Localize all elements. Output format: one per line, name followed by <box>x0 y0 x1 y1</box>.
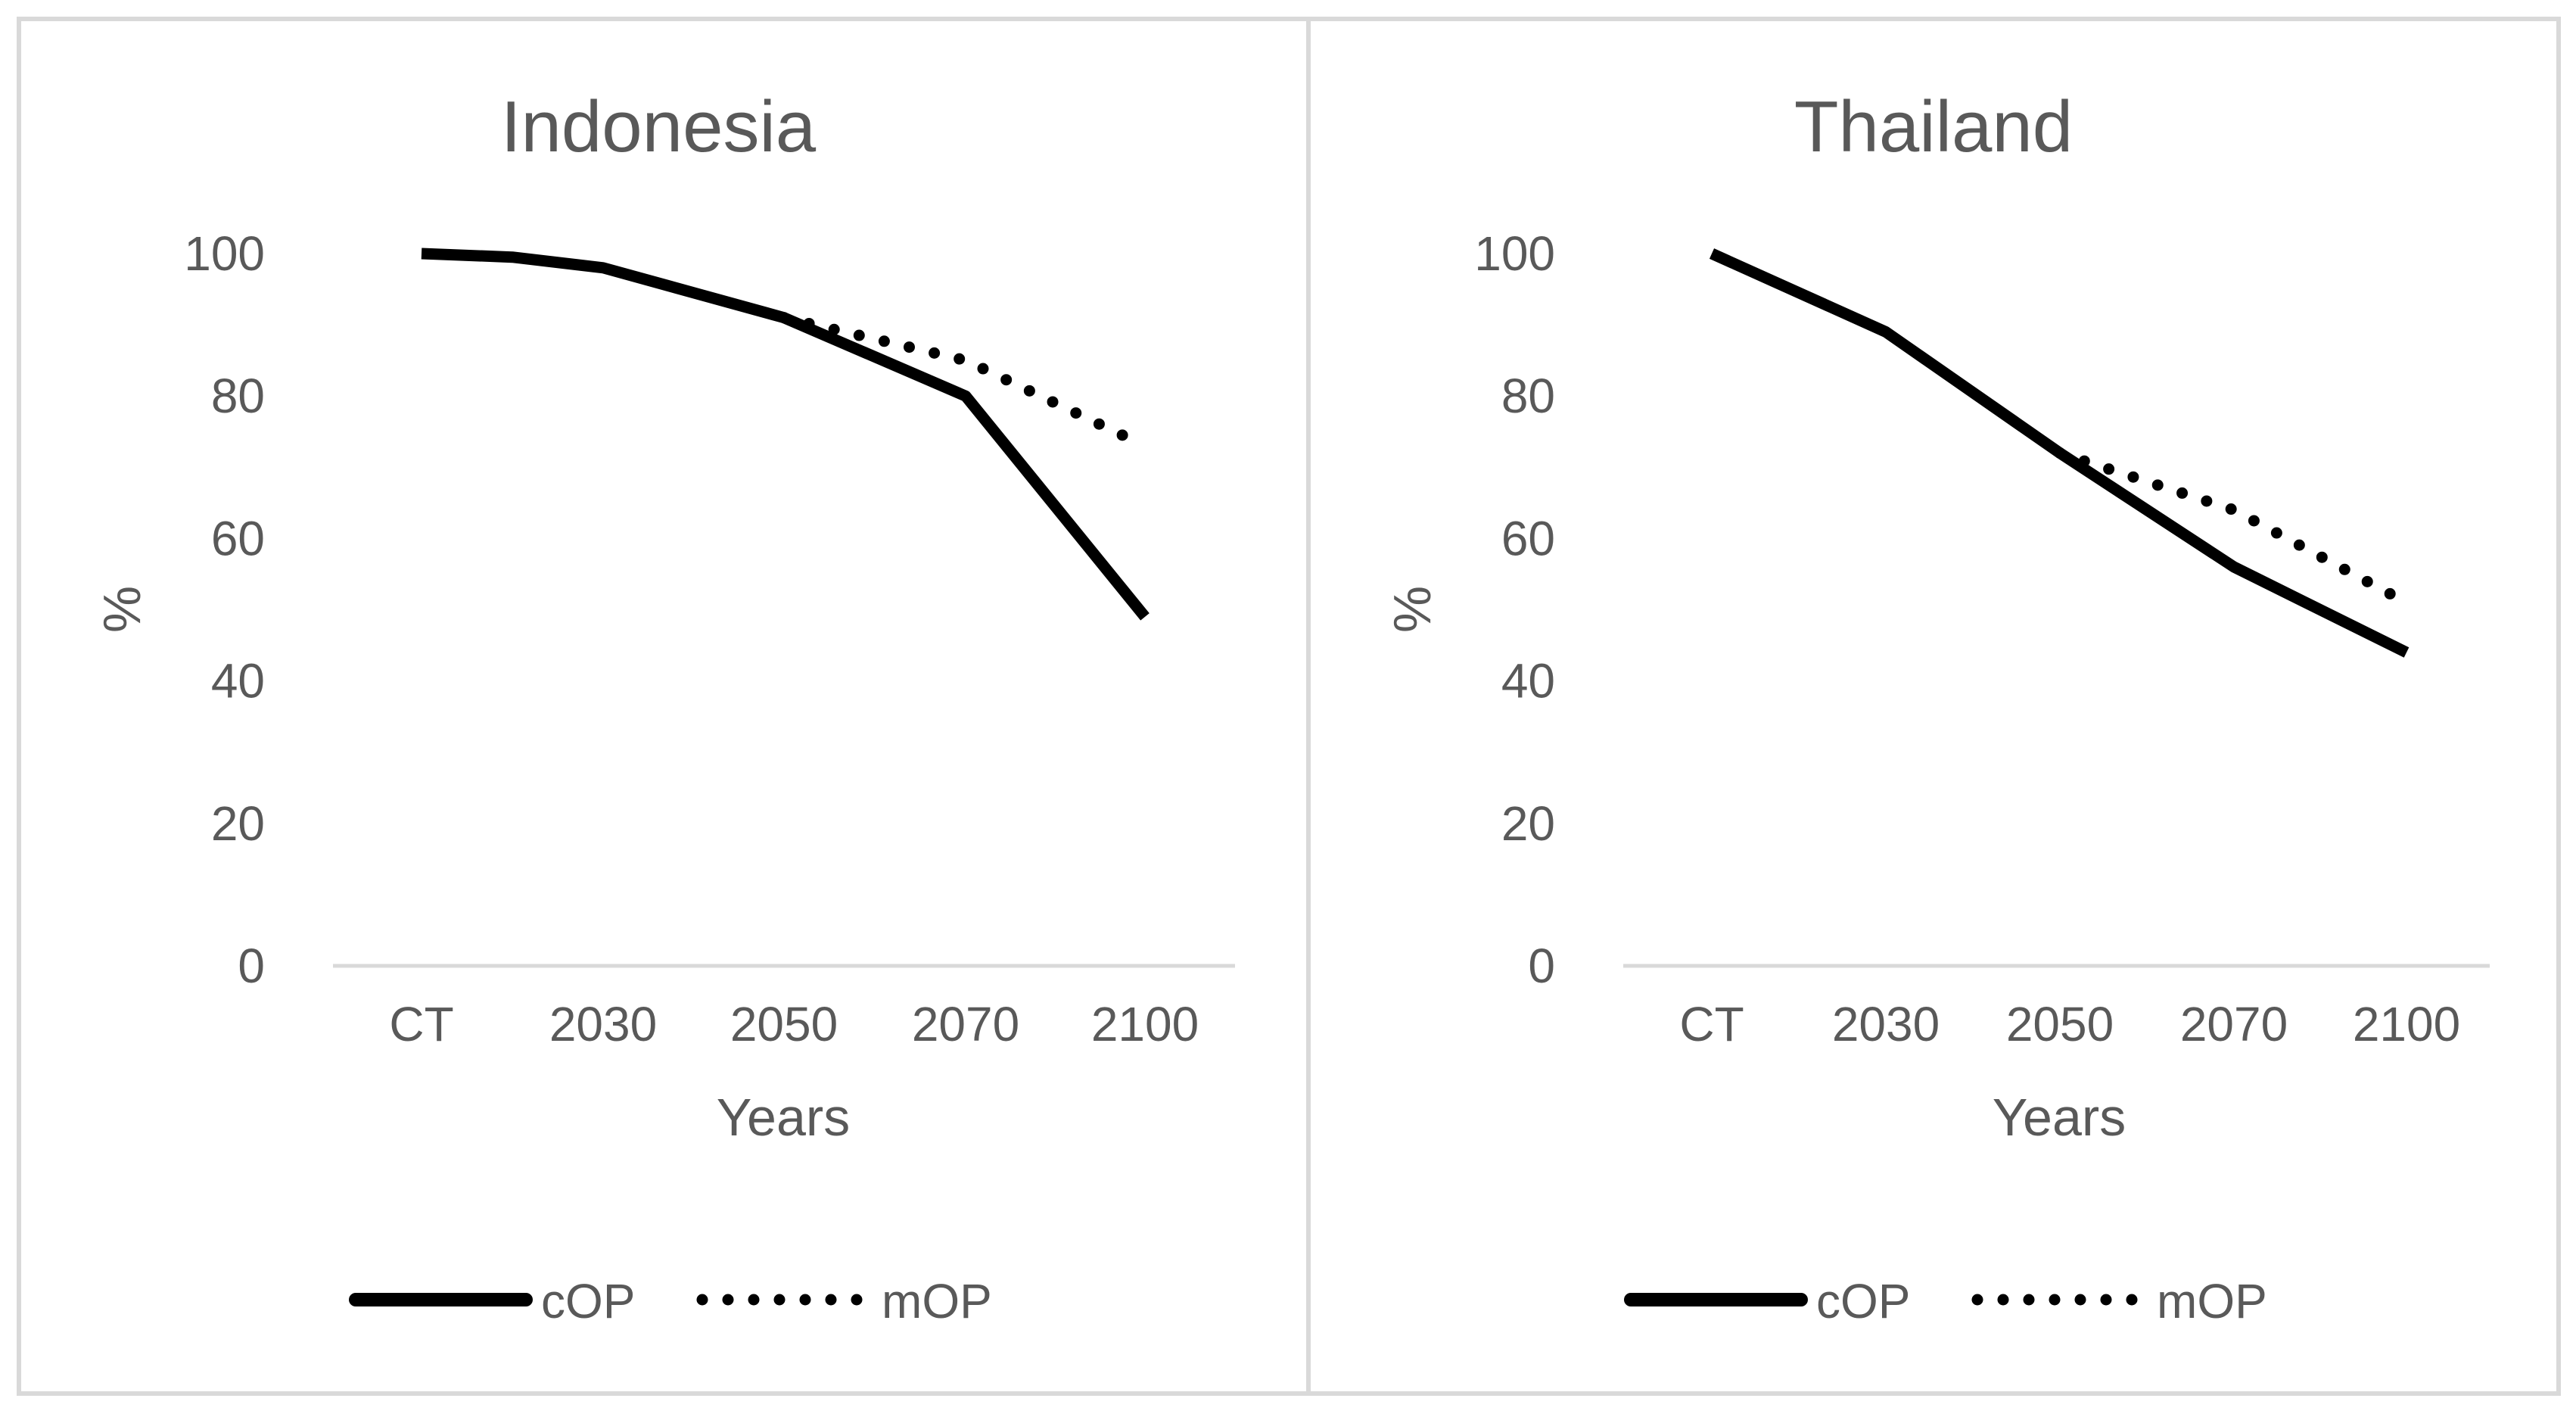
legend-label-mop: mOP <box>882 1274 992 1328</box>
chart-panel-thailand <box>1306 17 2561 1396</box>
series-line-cop <box>421 248 1150 621</box>
x-tick-label: 2100 <box>1091 997 1199 1051</box>
legend-label-mop: mOP <box>2157 1274 2267 1328</box>
y-tick-label: 100 <box>1474 226 1555 281</box>
y-tick-label: 0 <box>1528 939 1555 993</box>
y-tick-label: 100 <box>184 226 265 281</box>
y-tick-label: 0 <box>238 939 265 993</box>
x-tick-label: CT <box>389 997 453 1051</box>
x-tick-label: 2030 <box>1832 997 1940 1051</box>
y-tick-label: 20 <box>211 796 265 851</box>
y-tick-label: 60 <box>211 511 265 565</box>
x-tick-label: CT <box>1679 997 1744 1051</box>
x-tick-label: 2070 <box>2180 997 2288 1051</box>
y-tick-label: 20 <box>1501 796 1555 851</box>
y-tick-label: 40 <box>1501 654 1555 708</box>
y-axis-title: % <box>92 586 151 633</box>
series-line-mop <box>2054 447 2413 609</box>
x-tick-label: 2100 <box>2353 997 2460 1051</box>
y-tick-label: 80 <box>1501 369 1555 423</box>
x-tick-label: 2050 <box>2006 997 2114 1051</box>
legend-label-cop: cOP <box>1816 1274 1910 1328</box>
series-line-cop <box>1709 248 2410 658</box>
chart-title-thailand: Thailand <box>1794 86 2073 167</box>
y-tick-label: 60 <box>1501 511 1555 565</box>
x-tick-label: 2070 <box>912 997 1019 1051</box>
x-axis-title: Years <box>717 1088 850 1147</box>
legend-label-cop: cOP <box>541 1274 635 1328</box>
y-tick-label: 80 <box>211 369 265 423</box>
x-tick-label: 2030 <box>549 997 657 1051</box>
y-axis-title: % <box>1383 586 1442 633</box>
chart-title-indonesia: Indonesia <box>501 86 817 167</box>
y-tick-label: 40 <box>211 654 265 708</box>
x-tick-label: 2050 <box>730 997 838 1051</box>
x-axis-title: Years <box>1993 1088 2126 1147</box>
